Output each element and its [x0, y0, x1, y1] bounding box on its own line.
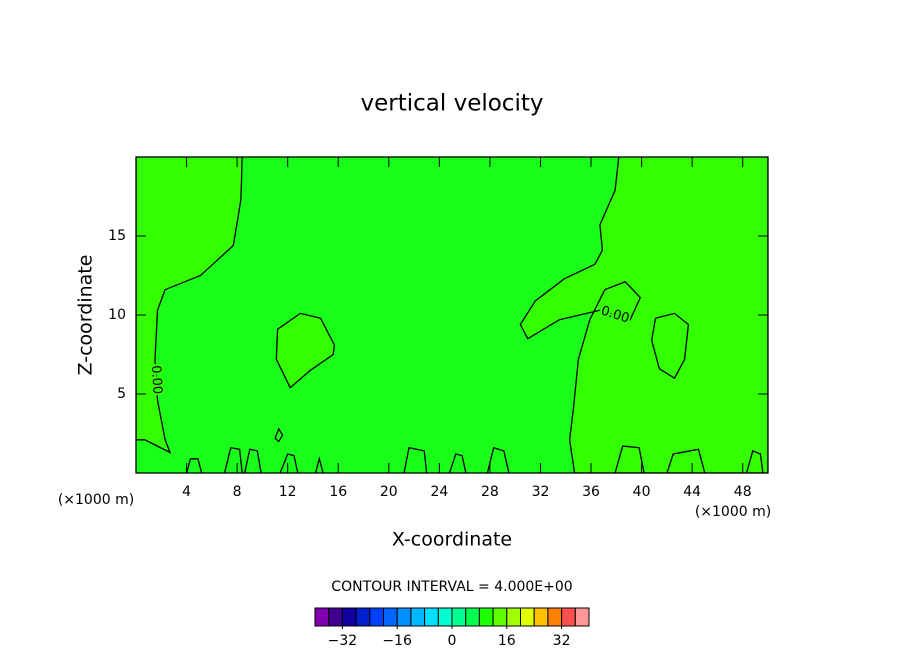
colorbar-tick-label: 32: [553, 633, 571, 649]
contours: [136, 157, 768, 473]
x-tick-label: 20: [380, 484, 398, 500]
colorbar-tick-label: −32: [328, 633, 358, 649]
x-tick-label: 4: [182, 484, 191, 500]
colorbar-box: [328, 607, 343, 627]
colorbar-box: [506, 607, 521, 627]
x-tick-label: 24: [430, 484, 448, 500]
contour-line: [614, 445, 645, 473]
colorbar-box: [369, 607, 384, 627]
contour-fill: [136, 157, 243, 453]
x-tick-label: 40: [633, 484, 651, 500]
contour-line: [136, 157, 243, 454]
y-tick-label: 15: [108, 228, 126, 244]
contour-line: [185, 458, 203, 473]
contour-line: [519, 157, 768, 473]
contour-interval-note: CONTOUR INTERVAL = 4.000E+00: [331, 579, 572, 595]
contour-label: 0.00: [148, 365, 165, 395]
contour-line: [651, 312, 690, 380]
colorbar-box: [383, 607, 398, 627]
colorbar-box: [355, 607, 371, 627]
x-axis-label: X-coordinate: [392, 529, 512, 551]
colorbar-box: [533, 607, 549, 627]
colorbar-box: [437, 607, 453, 627]
contour-line: [279, 453, 299, 473]
contour-line: [274, 427, 284, 443]
contour-line: [244, 448, 262, 473]
x-unit: (×1000 m): [695, 504, 771, 520]
contour-line: [486, 446, 510, 473]
x-tick-label: 36: [582, 484, 600, 500]
x-tick-label: 48: [734, 484, 752, 500]
x-tick-label: 44: [683, 484, 701, 500]
x-tick-label: 12: [279, 484, 297, 500]
colorbar-box: [478, 607, 494, 627]
contour-line: [745, 450, 764, 473]
contour-line: [403, 446, 428, 473]
contour-fill: [520, 157, 768, 473]
colorbar-box: [561, 607, 576, 627]
colorbar-box: [314, 607, 330, 627]
contour-line: [448, 453, 467, 473]
y-tick-label: 10: [108, 307, 126, 323]
colorbar-box: [465, 607, 480, 627]
colorbar-box: [520, 607, 535, 627]
chart-title: vertical velocity: [361, 91, 544, 117]
colorbar-box: [341, 607, 357, 627]
colorbar-tick-label: 16: [498, 633, 516, 649]
colorbar-box: [396, 607, 412, 627]
x-tick-label: 16: [329, 484, 347, 500]
y-tick-label: 5: [117, 386, 126, 402]
colorbar-box: [410, 607, 426, 627]
colorbar-box: [547, 607, 563, 627]
colorbar-tick-label: 0: [448, 633, 457, 649]
x-tick-label: 32: [532, 484, 550, 500]
colorbar-box: [424, 607, 439, 627]
colorbar-tick-label: −16: [382, 633, 412, 649]
contour-line: [314, 456, 324, 473]
y-unit: (×1000 m): [58, 492, 134, 508]
colorbar-box: [451, 607, 467, 627]
contour-line: [666, 448, 706, 473]
contour-fill: [276, 313, 335, 388]
contour-line: [275, 312, 336, 389]
colorbar-box: [492, 607, 508, 627]
y-axis-label: Z-coordinate: [75, 255, 97, 376]
x-tick-label: 8: [233, 484, 242, 500]
contour-fill: [651, 313, 689, 379]
contour-line: [223, 446, 243, 473]
colorbar-box: [574, 607, 590, 627]
x-tick-label: 28: [481, 484, 499, 500]
